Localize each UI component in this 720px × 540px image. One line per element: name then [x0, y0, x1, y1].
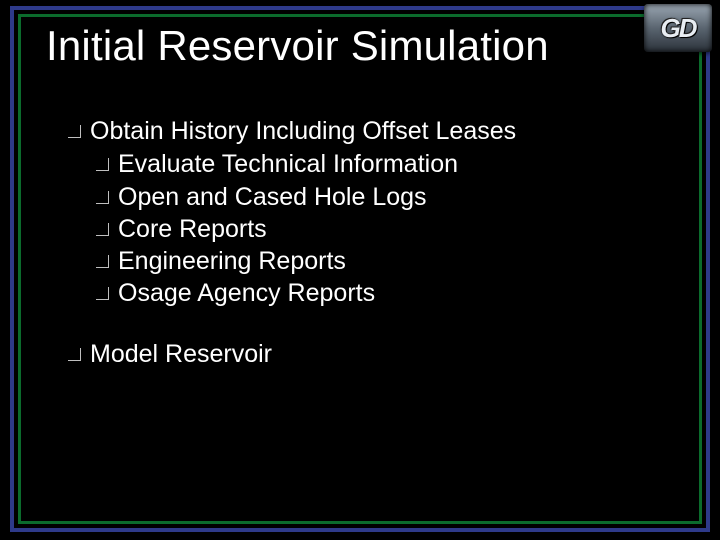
list-item: Obtain History Including Offset Leases — [68, 116, 680, 147]
bullet-icon — [96, 255, 108, 267]
slide-title: Initial Reservoir Simulation — [46, 22, 549, 70]
list-item: Model Reservoir — [68, 339, 680, 370]
bullet-text: Core Reports — [118, 214, 680, 245]
list-item: Engineering Reports — [96, 246, 680, 277]
bullet-text: Obtain History Including Offset Leases — [90, 116, 680, 147]
bullet-icon — [68, 348, 80, 360]
bullet-icon — [96, 191, 108, 203]
spacer — [68, 311, 680, 339]
bullet-icon — [96, 287, 108, 299]
bullet-icon — [96, 223, 108, 235]
bullet-text: Osage Agency Reports — [118, 278, 680, 309]
bullet-icon — [96, 158, 108, 170]
bullet-text: Open and Cased Hole Logs — [118, 182, 680, 213]
bullet-icon — [68, 125, 80, 137]
list-item: Evaluate Technical Information — [96, 149, 680, 180]
list-item: Core Reports — [96, 214, 680, 245]
bullet-text: Model Reservoir — [90, 339, 680, 370]
company-logo: GD — [644, 4, 712, 52]
bullet-text: Engineering Reports — [118, 246, 680, 277]
bullet-text: Evaluate Technical Information — [118, 149, 680, 180]
list-item: Osage Agency Reports — [96, 278, 680, 309]
slide: GD Initial Reservoir Simulation Obtain H… — [0, 0, 720, 540]
slide-body: Obtain History Including Offset Leases E… — [68, 116, 680, 372]
logo-text: GD — [661, 13, 696, 44]
list-item: Open and Cased Hole Logs — [96, 182, 680, 213]
